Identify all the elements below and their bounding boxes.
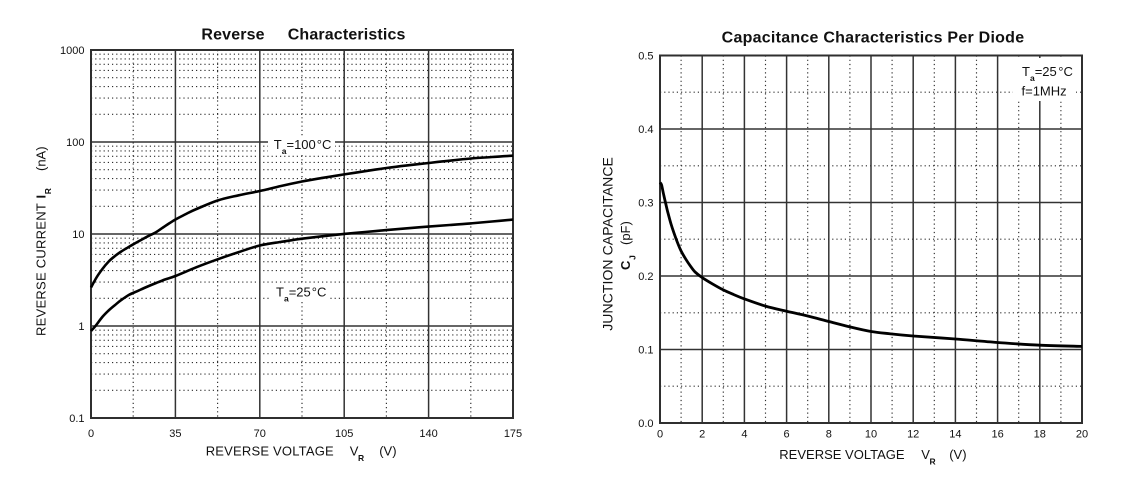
svg-text:10: 10 xyxy=(865,428,877,440)
svg-text:1000: 1000 xyxy=(60,45,84,57)
svg-text:0.1: 0.1 xyxy=(69,413,84,425)
svg-text:Ta=25°C: Ta=25°C xyxy=(1022,64,1073,83)
svg-text:f=1MHz: f=1MHz xyxy=(1022,84,1067,99)
svg-text:12: 12 xyxy=(907,428,919,440)
svg-text:0.5: 0.5 xyxy=(638,50,653,62)
svg-text:0.4: 0.4 xyxy=(638,124,653,136)
svg-text:0.2: 0.2 xyxy=(638,271,653,283)
svg-text:Reverse Characteristics: Reverse Characteristics xyxy=(201,26,405,43)
svg-text:100: 100 xyxy=(66,137,84,149)
svg-text:0.3: 0.3 xyxy=(638,197,653,209)
svg-text:70: 70 xyxy=(254,428,266,440)
svg-text:Ta=25°C: Ta=25°C xyxy=(276,285,326,304)
svg-text:8: 8 xyxy=(826,428,832,440)
svg-text:6: 6 xyxy=(784,428,790,440)
svg-text:140: 140 xyxy=(419,428,437,440)
svg-text:105: 105 xyxy=(335,428,353,440)
svg-text:14: 14 xyxy=(949,428,961,440)
svg-text:4: 4 xyxy=(741,428,747,440)
svg-text:Capacitance Characteristics Pe: Capacitance Characteristics Per Diode xyxy=(722,30,1025,47)
svg-text:0: 0 xyxy=(657,428,663,440)
svg-text:18: 18 xyxy=(1034,428,1046,440)
svg-text:1: 1 xyxy=(78,321,84,333)
svg-text:CJ(pF): CJ(pF) xyxy=(618,221,637,270)
svg-text:16: 16 xyxy=(991,428,1003,440)
svg-text:2: 2 xyxy=(699,428,705,440)
svg-text:0.0: 0.0 xyxy=(638,418,653,430)
svg-text:Ta=100°C: Ta=100°C xyxy=(274,137,332,156)
svg-text:0: 0 xyxy=(88,428,94,440)
svg-text:REVERSE CURRENTIR(nA): REVERSE CURRENTIR(nA) xyxy=(34,146,53,336)
svg-text:0.1: 0.1 xyxy=(638,344,653,356)
svg-text:20: 20 xyxy=(1076,428,1088,440)
svg-text:35: 35 xyxy=(169,428,181,440)
svg-text:10: 10 xyxy=(72,229,84,241)
svg-text:175: 175 xyxy=(504,428,522,440)
svg-text:JUNCTION CAPACITANCE: JUNCTION CAPACITANCE xyxy=(600,157,616,331)
